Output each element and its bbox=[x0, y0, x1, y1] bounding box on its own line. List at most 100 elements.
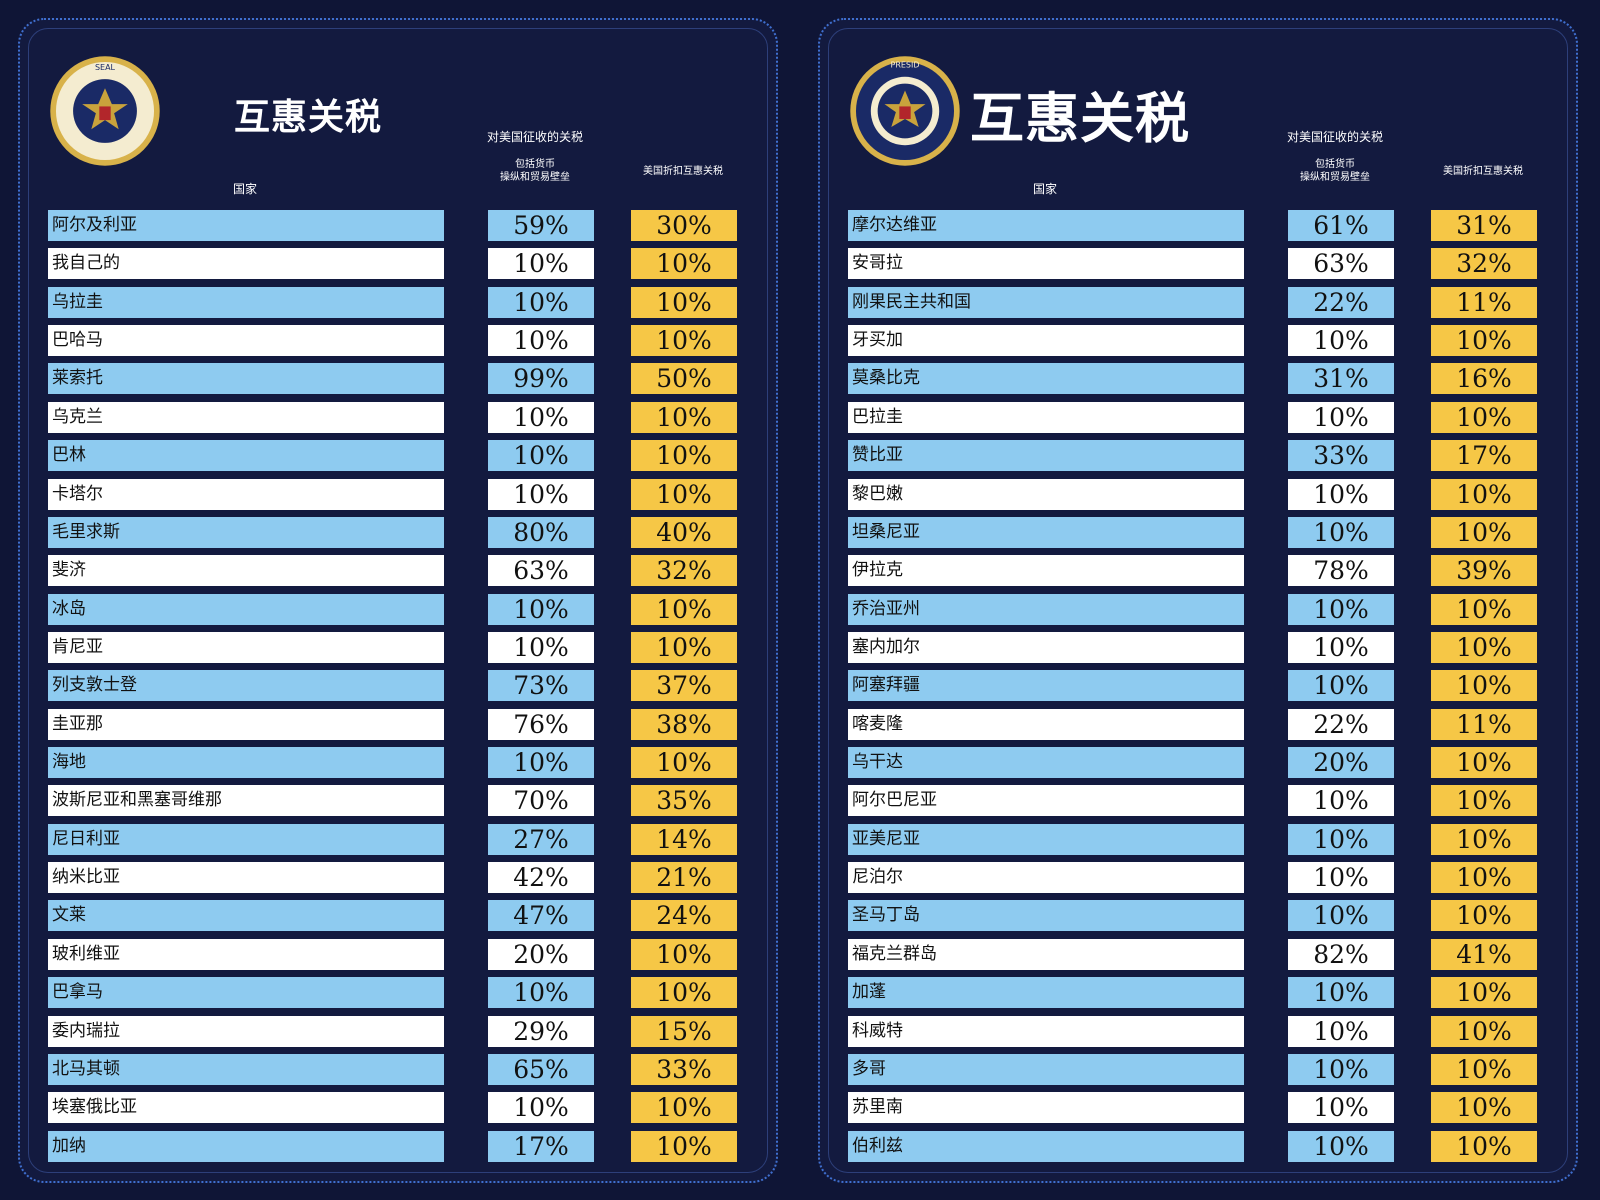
table-row: 莱索托 99% 50% bbox=[48, 361, 748, 399]
country-cell: 列支敦士登 bbox=[48, 670, 444, 702]
country-cell: 我自己的 bbox=[48, 248, 444, 280]
header-discount: 美国折扣互惠关税 bbox=[1443, 166, 1523, 177]
header-levied-sub-2: 操纵和贸易壁垒 bbox=[500, 172, 570, 183]
discounted-tariff-cell: 10% bbox=[1431, 1015, 1537, 1047]
levied-tariff-cell: 10% bbox=[488, 440, 594, 472]
table-row: 乌干达 20% 10% bbox=[848, 745, 1548, 783]
levied-tariff-cell: 10% bbox=[488, 478, 594, 510]
table-row: 摩尔达维亚 61% 31% bbox=[848, 208, 1548, 246]
seal-lettering: PRESID bbox=[891, 61, 920, 70]
discounted-tariff-cell: 10% bbox=[1431, 516, 1537, 548]
table-row: 巴林 10% 10% bbox=[48, 438, 748, 476]
header-levied-sub-1: 包括货币 bbox=[515, 159, 555, 170]
header-levied: 对美国征收的关税 bbox=[486, 130, 583, 144]
page-title: 互惠关税 bbox=[234, 97, 383, 138]
discounted-tariff-cell: 10% bbox=[631, 631, 737, 663]
country-cell: 尼日利亚 bbox=[48, 823, 444, 855]
country-cell: 黎巴嫩 bbox=[848, 478, 1244, 510]
levied-tariff-cell: 70% bbox=[488, 785, 594, 817]
table-row: 亚美尼亚 10% 10% bbox=[848, 822, 1548, 860]
discounted-tariff-cell: 10% bbox=[631, 248, 737, 280]
discounted-tariff-cell: 10% bbox=[631, 593, 737, 625]
country-cell: 乌克兰 bbox=[48, 401, 444, 433]
levied-tariff-cell: 78% bbox=[1288, 555, 1394, 587]
levied-tariff-cell: 17% bbox=[488, 1130, 594, 1162]
table-row: 福克兰群岛 82% 41% bbox=[848, 937, 1548, 975]
table-row: 伊拉克 78% 39% bbox=[848, 553, 1548, 591]
discounted-tariff-cell: 41% bbox=[1431, 938, 1537, 970]
table-row: 列支敦士登 73% 37% bbox=[48, 668, 748, 706]
discounted-tariff-cell: 10% bbox=[631, 747, 737, 779]
table-row: 玻利维亚 20% 10% bbox=[48, 937, 748, 975]
discounted-tariff-cell: 38% bbox=[631, 708, 737, 740]
table-row: 文莱 47% 24% bbox=[48, 898, 748, 936]
levied-tariff-cell: 10% bbox=[1288, 900, 1394, 932]
levied-tariff-cell: 20% bbox=[488, 938, 594, 970]
discounted-tariff-cell: 50% bbox=[631, 363, 737, 395]
table-row: 阿尔及利亚 59% 30% bbox=[48, 208, 748, 246]
country-cell: 牙买加 bbox=[848, 325, 1244, 357]
table-row: 海地 10% 10% bbox=[48, 745, 748, 783]
levied-tariff-cell: 10% bbox=[488, 747, 594, 779]
levied-tariff-cell: 10% bbox=[1288, 1092, 1394, 1124]
table-row: 巴拿马 10% 10% bbox=[48, 975, 748, 1013]
table-row: 圭亚那 76% 38% bbox=[48, 707, 748, 745]
country-cell: 冰岛 bbox=[48, 593, 444, 625]
country-cell: 巴拿马 bbox=[48, 977, 444, 1009]
table-row: 赞比亚 33% 17% bbox=[848, 438, 1548, 476]
levied-tariff-cell: 10% bbox=[488, 631, 594, 663]
levied-tariff-cell: 10% bbox=[1288, 593, 1394, 625]
discounted-tariff-cell: 32% bbox=[631, 555, 737, 587]
table-row: 科威特 10% 10% bbox=[848, 1014, 1548, 1052]
levied-tariff-cell: 42% bbox=[488, 862, 594, 894]
discounted-tariff-cell: 17% bbox=[1431, 440, 1537, 472]
levied-tariff-cell: 10% bbox=[488, 593, 594, 625]
discounted-tariff-cell: 21% bbox=[631, 862, 737, 894]
levied-tariff-cell: 10% bbox=[1288, 631, 1394, 663]
levied-tariff-cell: 27% bbox=[488, 823, 594, 855]
discounted-tariff-cell: 10% bbox=[1431, 823, 1537, 855]
country-cell: 圣马丁岛 bbox=[848, 900, 1244, 932]
levied-tariff-cell: 10% bbox=[488, 325, 594, 357]
discounted-tariff-cell: 14% bbox=[631, 823, 737, 855]
country-cell: 阿塞拜疆 bbox=[848, 670, 1244, 702]
country-cell: 安哥拉 bbox=[848, 248, 1244, 280]
levied-tariff-cell: 10% bbox=[1288, 478, 1394, 510]
country-cell: 多哥 bbox=[848, 1053, 1244, 1085]
table-row: 我自己的 10% 10% bbox=[48, 246, 748, 284]
discounted-tariff-cell: 40% bbox=[631, 516, 737, 548]
table-row: 安哥拉 63% 32% bbox=[848, 246, 1548, 284]
table-row: 塞内加尔 10% 10% bbox=[848, 630, 1548, 668]
country-cell: 苏里南 bbox=[848, 1092, 1244, 1124]
table-row: 加蓬 10% 10% bbox=[848, 975, 1548, 1013]
country-cell: 摩尔达维亚 bbox=[848, 210, 1244, 241]
country-cell: 波斯尼亚和黑塞哥维那 bbox=[48, 785, 444, 817]
discounted-tariff-cell: 10% bbox=[1431, 977, 1537, 1009]
table-row: 乌克兰 10% 10% bbox=[48, 400, 748, 438]
country-cell: 福克兰群岛 bbox=[848, 938, 1244, 970]
table-row: 坦桑尼亚 10% 10% bbox=[848, 515, 1548, 553]
levied-tariff-cell: 10% bbox=[488, 1092, 594, 1124]
discounted-tariff-cell: 10% bbox=[631, 286, 737, 318]
levied-tariff-cell: 10% bbox=[488, 977, 594, 1009]
table-row: 波斯尼亚和黑塞哥维那 70% 35% bbox=[48, 783, 748, 821]
levied-tariff-cell: 10% bbox=[488, 401, 594, 433]
country-cell: 委内瑞拉 bbox=[48, 1015, 444, 1047]
country-cell: 纳米比亚 bbox=[48, 862, 444, 894]
table-row: 黎巴嫩 10% 10% bbox=[848, 477, 1548, 515]
country-cell: 巴哈马 bbox=[48, 325, 444, 357]
country-cell: 莫桑比克 bbox=[848, 363, 1244, 395]
discounted-tariff-cell: 10% bbox=[631, 478, 737, 510]
discounted-tariff-cell: 30% bbox=[631, 210, 737, 241]
table-row: 冰岛 10% 10% bbox=[48, 592, 748, 630]
presidential-seal-icon: PRESID bbox=[850, 56, 960, 166]
discounted-tariff-cell: 35% bbox=[631, 785, 737, 817]
discounted-tariff-cell: 11% bbox=[1431, 708, 1537, 740]
table-row: 尼泊尔 10% 10% bbox=[848, 860, 1548, 898]
levied-tariff-cell: 59% bbox=[488, 210, 594, 241]
header-levied: 对美国征收的关税 bbox=[1286, 130, 1383, 144]
discounted-tariff-cell: 10% bbox=[631, 325, 737, 357]
table-row: 牙买加 10% 10% bbox=[848, 323, 1548, 361]
table-row: 刚果民主共和国 22% 11% bbox=[848, 285, 1548, 323]
tariff-table-left: 阿尔及利亚 59% 30% 我自己的 10% 10% 乌拉圭 10% 10% 巴哈马 10% 10% 莱… bbox=[48, 208, 748, 1167]
